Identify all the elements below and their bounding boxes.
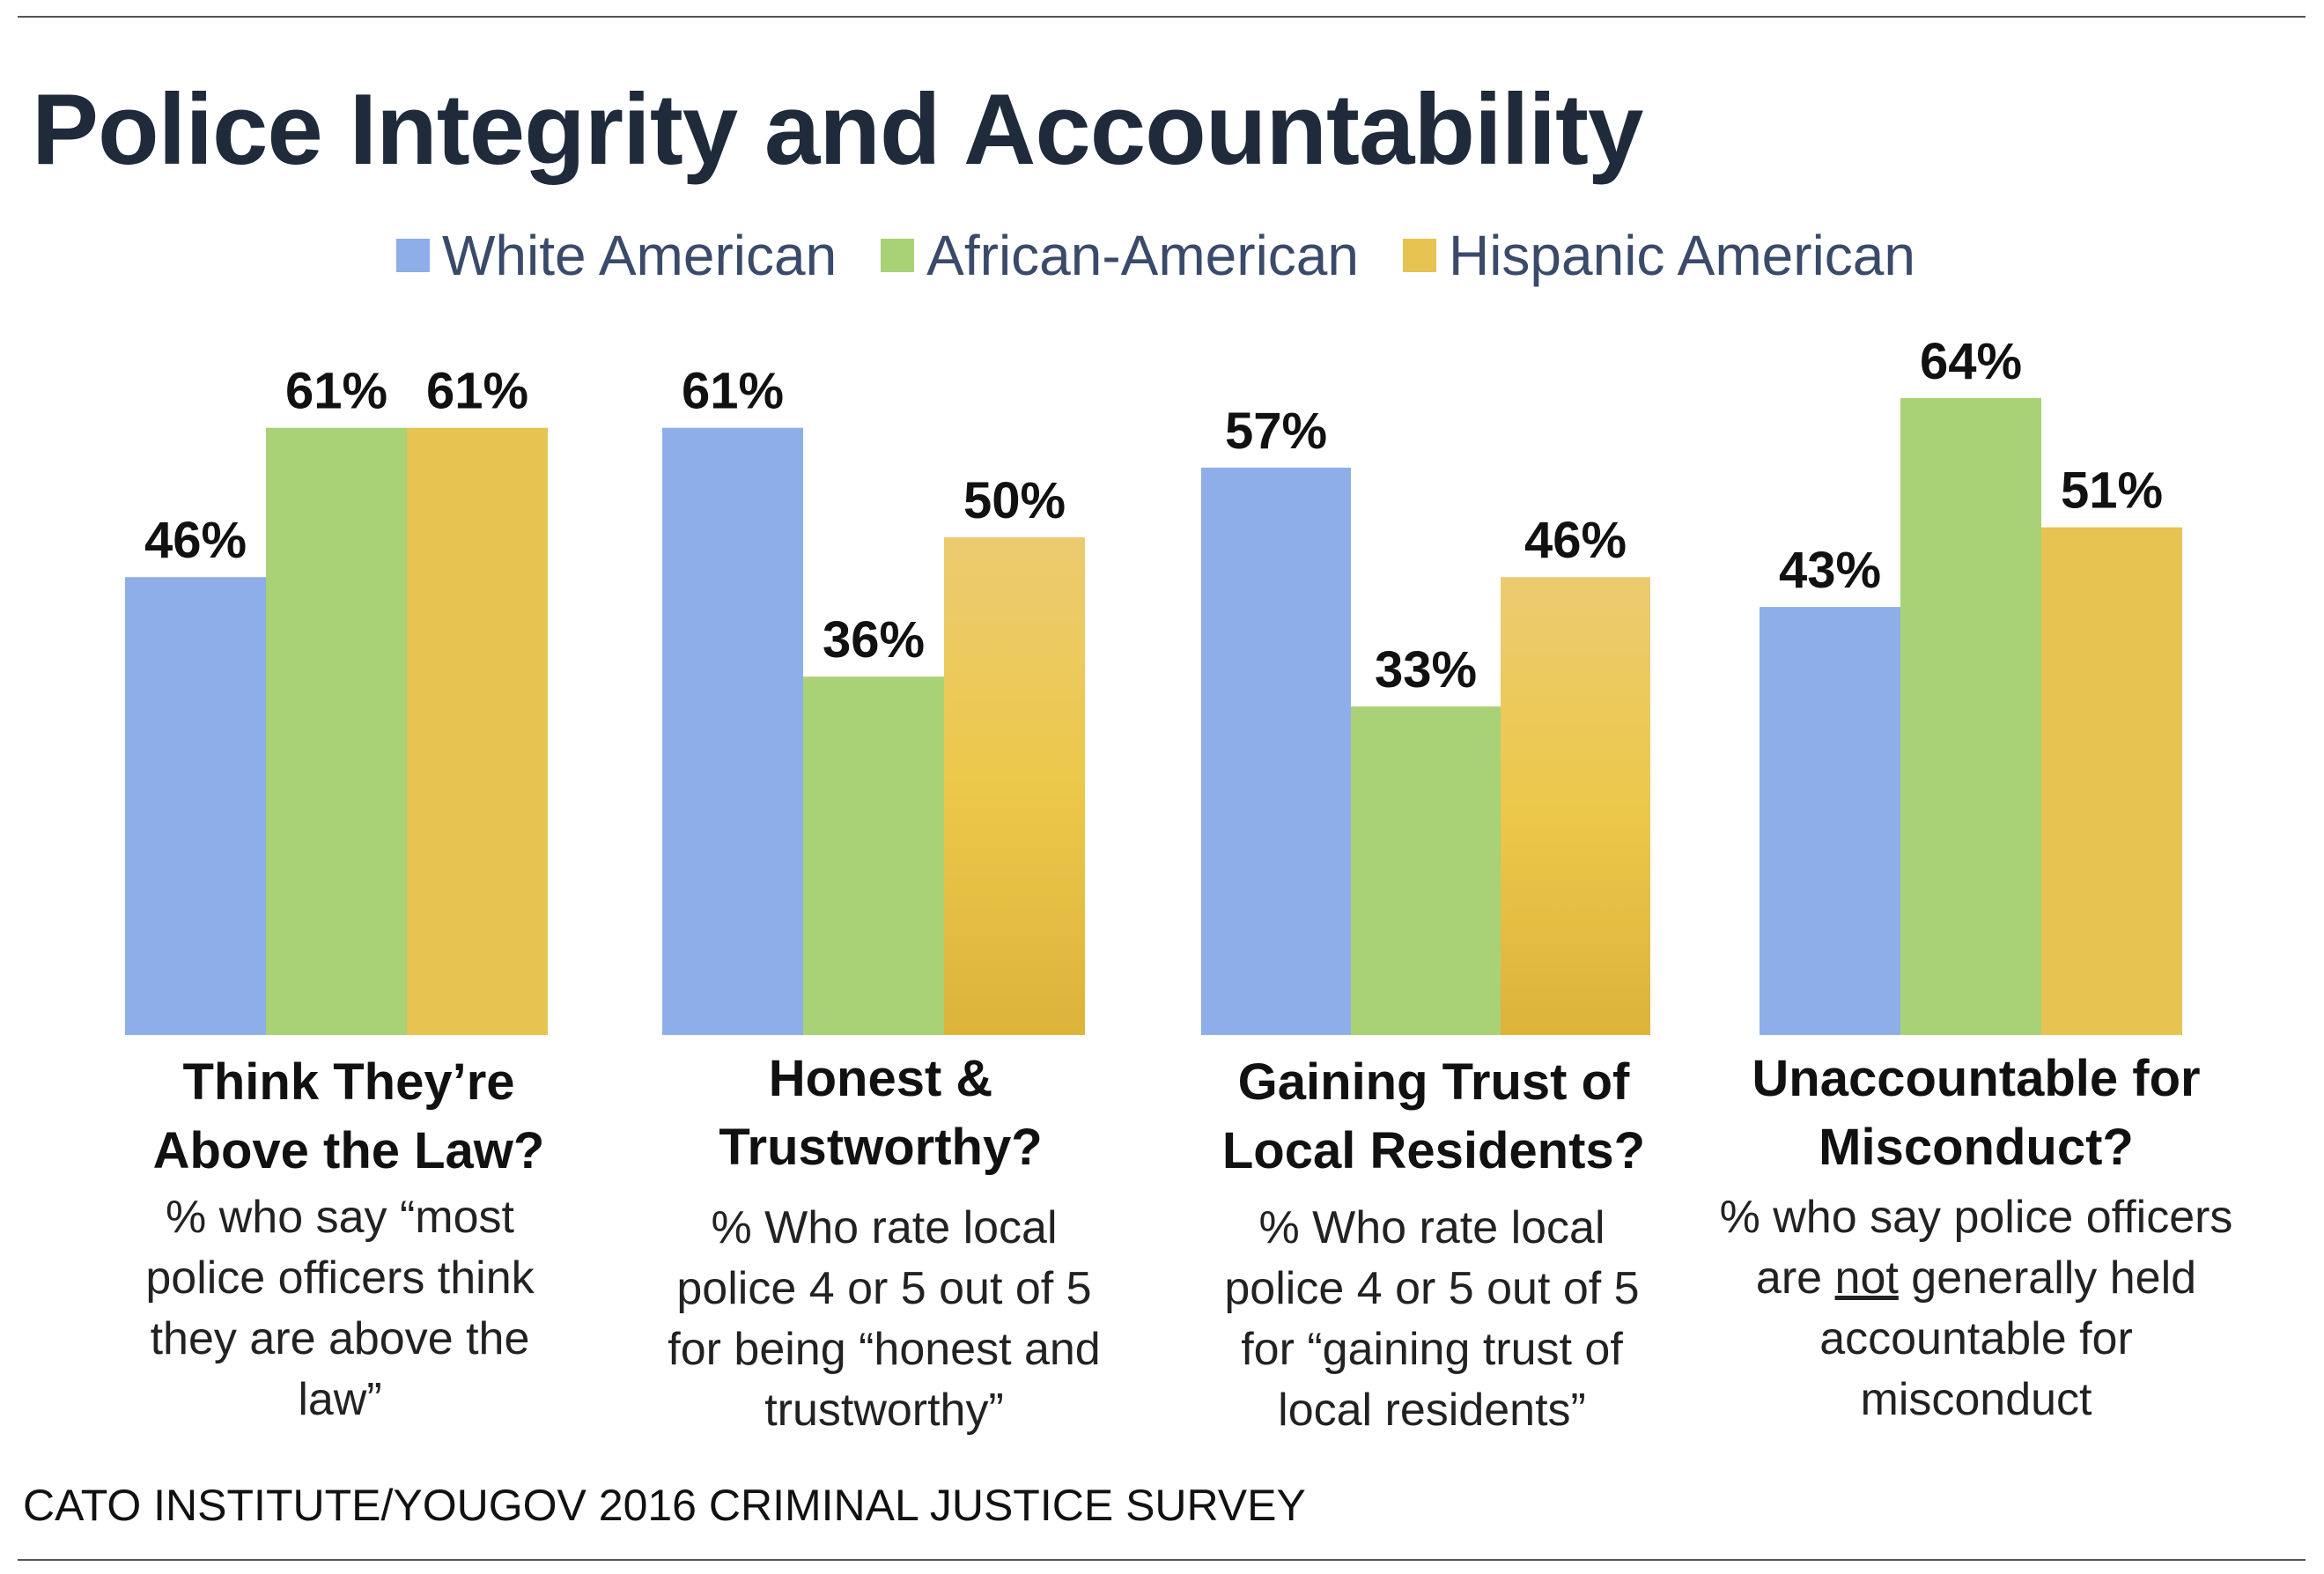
bar-african-american-group-4	[1900, 397, 2041, 1035]
group-note-line: trustworthy”	[764, 1385, 1004, 1436]
bar-hispanic-group-1	[407, 427, 548, 1035]
data-label-hispanic-group-1: 61%	[426, 363, 528, 420]
note-text: generally held	[1898, 1253, 2197, 1304]
group-note-line: police 4 or 5 out of 5	[1224, 1263, 1640, 1314]
legend-item-hispanic: Hispanic American	[1402, 223, 1915, 288]
group-heading-line: Above the Law?	[152, 1122, 545, 1179]
group-heading-line: Misconduct?	[1819, 1119, 2134, 1176]
group-note-line: local residents”	[1278, 1385, 1586, 1436]
group-note-line: are not generally held	[1694, 1248, 2258, 1309]
group-heading-line: Gaining Trust of	[1237, 1053, 1630, 1111]
source-note: CATO INSTITUTE/YOUGOV 2016 CRIMINAL JUST…	[23, 1481, 1306, 1530]
group-heading-gaining-trust: Gaining Trust of Local Residents?	[1152, 1048, 1715, 1186]
bars-layer	[125, 397, 2182, 1035]
group-note-gaining-trust: % Who rate local police 4 or 5 out of 5 …	[1150, 1198, 1714, 1441]
group-heading-unaccountable: Unaccountable for Misconduct?	[1694, 1045, 2258, 1182]
data-label-hispanic-group-4: 51%	[2061, 462, 2163, 520]
group-note-line: police 4 or 5 out of 5	[676, 1263, 1092, 1314]
group-note-above-law: % who say “most police officers think th…	[58, 1187, 622, 1430]
data-label-african-american-group-3: 33%	[1375, 641, 1477, 698]
group-note-line: for being “honest and	[668, 1324, 1101, 1375]
group-note-line: % Who rate local	[711, 1202, 1058, 1253]
data-label-white-group-3: 57%	[1225, 403, 1327, 460]
bottom-rule	[18, 1559, 2306, 1561]
legend-swatch-hispanic	[1402, 239, 1436, 272]
group-note-line: % who say police officers	[1719, 1192, 2233, 1243]
data-label-african-american-group-2: 36%	[823, 611, 925, 669]
group-heading-line: Think They’re	[182, 1053, 515, 1111]
group-note-line: misconduct	[1860, 1374, 2092, 1425]
legend-label-african-american: African-American	[926, 224, 1359, 287]
group-heading-line: Trustworthy?	[719, 1119, 1043, 1176]
bar-white-group-1	[125, 577, 266, 1035]
chart-title: Police Integrity and Accountability	[32, 74, 1643, 186]
data-label-hispanic-group-2: 50%	[963, 472, 1066, 529]
data-label-white-group-1: 46%	[144, 512, 247, 569]
legend-swatch-african-american	[881, 239, 915, 272]
data-label-hispanic-group-3: 46%	[1524, 512, 1627, 569]
legend: White American African-American Hispanic…	[396, 218, 1959, 292]
bar-hispanic-group-3	[1501, 577, 1650, 1035]
group-note-line: accountable for	[1819, 1313, 2133, 1364]
group-note-unaccountable: % who say police officers are not genera…	[1694, 1187, 2258, 1430]
group-note-line: % who say “most	[166, 1192, 514, 1243]
group-heading-line: Local Residents?	[1221, 1122, 1646, 1179]
group-note-line: for “gaining trust of	[1241, 1324, 1623, 1375]
legend-label-hispanic: Hispanic American	[1448, 224, 1915, 287]
note-emphasis-not: not	[1834, 1253, 1899, 1304]
top-rule	[18, 16, 2306, 18]
bar-hispanic-group-2	[944, 537, 1085, 1035]
legend-item-white: White American	[396, 223, 837, 288]
data-label-white-group-2: 61%	[682, 363, 784, 420]
group-heading-line: Honest &	[768, 1050, 993, 1107]
data-label-african-american-group-4: 64%	[1920, 333, 2022, 390]
bar-white-group-4	[1760, 607, 1900, 1035]
legend-label-white: White American	[442, 224, 837, 287]
group-heading-honest: Honest & Trustworthy?	[599, 1045, 1162, 1182]
group-heading-line: Unaccountable for	[1752, 1050, 2201, 1107]
data-label-white-group-4: 43%	[1779, 542, 1881, 599]
bar-white-group-3	[1201, 467, 1351, 1035]
bar-hispanic-group-4	[2041, 527, 2182, 1035]
data-labels-layer: 46% 61% 61% 61% 36% 50% 57% 33% 46% 43% 64% 51%	[144, 333, 2163, 698]
group-heading-above-law: Think They’re Above the Law?	[67, 1048, 631, 1186]
group-note-line: % Who rate local	[1258, 1202, 1605, 1253]
bar-african-american-group-2	[803, 676, 944, 1035]
legend-item-african-american: African-American	[881, 223, 1359, 288]
group-note-line: police officers think	[145, 1253, 535, 1304]
legend-swatch-white	[396, 239, 430, 272]
group-note-honest: % Who rate local police 4 or 5 out of 5 …	[602, 1198, 1166, 1441]
bar-white-group-2	[662, 427, 803, 1035]
group-note-line: law”	[298, 1374, 382, 1425]
group-note-line: they are above the	[150, 1313, 530, 1364]
note-text: are	[1755, 1253, 1835, 1304]
bar-african-american-group-3	[1351, 706, 1501, 1035]
data-label-african-american-group-1: 61%	[285, 363, 387, 420]
bar-african-american-group-1	[266, 427, 407, 1035]
